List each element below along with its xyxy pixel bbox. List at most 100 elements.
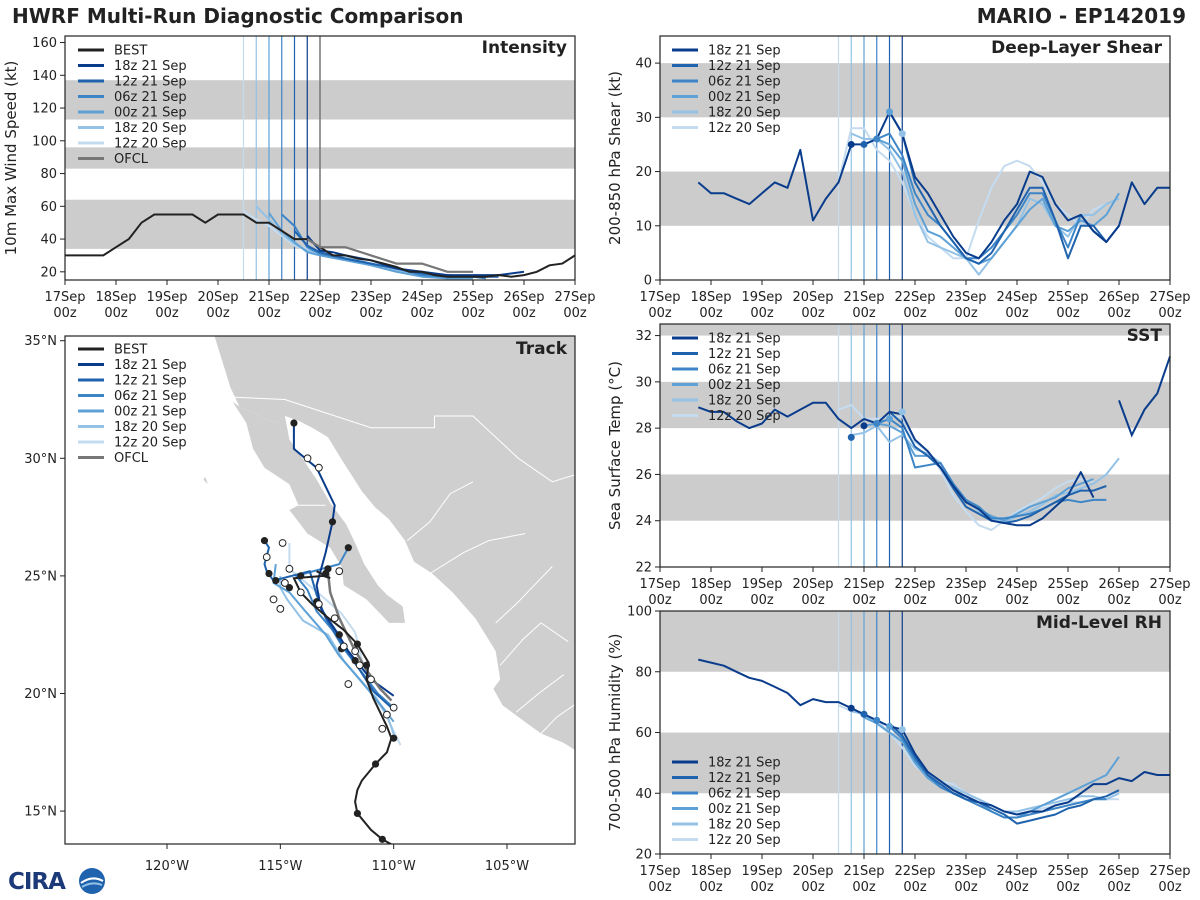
xtick-label2-shear-3: 00z xyxy=(801,306,825,321)
series-shear-0 xyxy=(697,110,1170,260)
ytick-label-rh-3: 80 xyxy=(635,665,652,680)
xtick-label2-sst-6: 00z xyxy=(954,593,978,608)
track-marker-open-18 xyxy=(344,680,353,688)
track-marker-open-2 xyxy=(378,724,387,733)
legend-label-rh-4: 18z 20 Sep xyxy=(708,818,781,833)
xtick-label-rh-9: 26Sep xyxy=(1098,864,1139,879)
xtick-label2-sst-2: 00z xyxy=(750,593,774,608)
legend-label-sst-0: 18z 21 Sep xyxy=(708,332,781,347)
ytick-label-shear-0: 0 xyxy=(644,274,652,289)
xtick-label-sst-3: 20Sep xyxy=(792,577,833,592)
marker-rh-1 xyxy=(860,710,868,718)
ylabel-shear: 200-850 hPa Shear (kt) xyxy=(606,71,624,245)
track-run-3 xyxy=(272,563,395,723)
xtick-label-intensity-3: 20Sep xyxy=(197,290,238,305)
border-5 xyxy=(499,622,569,666)
track-marker-open-7 xyxy=(314,600,323,609)
track-marker-open-12 xyxy=(285,564,294,573)
xtick-label-shear-5: 22Sep xyxy=(894,290,935,305)
xtick-label2-shear-8: 00z xyxy=(1056,306,1080,321)
xtick-label-shear-0: 17Sep xyxy=(639,290,680,305)
track-marker-closed-8 xyxy=(285,584,293,592)
series-intensity-ofcl xyxy=(306,238,473,273)
xtick-label2-sst-0: 00z xyxy=(648,593,672,608)
xtick-label2-rh-5: 00z xyxy=(903,880,927,895)
marker-rh-0 xyxy=(847,704,855,712)
xtick-label2-intensity-1: 00z xyxy=(104,306,128,321)
border-3 xyxy=(429,533,526,574)
xtick-label2-sst-10: 00z xyxy=(1158,593,1182,608)
xtick-label-shear-6: 23Sep xyxy=(945,290,986,305)
ytick-label-rh-0: 20 xyxy=(635,848,652,863)
title-sst: SST xyxy=(1127,326,1163,346)
figure-title: HWRF Multi-Run Diagnostic Comparison xyxy=(12,4,464,28)
marker-sst-3 xyxy=(886,415,893,423)
track-marker-closed-5 xyxy=(353,640,361,648)
land-mainland xyxy=(214,336,575,750)
track-marker-open-9 xyxy=(280,579,289,587)
legend-label-track-0: BEST xyxy=(114,343,147,358)
ytick-label-intensity-5: 120 xyxy=(32,102,57,117)
ytick-label-sst-4: 30 xyxy=(635,375,652,390)
track-marker-closed-6 xyxy=(335,631,343,639)
legend-label-intensity-7: OFCL xyxy=(114,152,149,167)
legend-label-rh-0: 18z 21 Sep xyxy=(708,756,781,771)
xtick-label2-intensity-6: 00z xyxy=(359,306,383,321)
track-marker-closed-3 xyxy=(390,734,398,742)
legend-label-intensity-1: 18z 21 Sep xyxy=(114,59,187,74)
title-rh: Mid-Level RH xyxy=(1036,613,1162,633)
track-xtick-label-2: 110°W xyxy=(372,859,416,874)
title-track: Track xyxy=(516,339,568,359)
xtick-label-sst-6: 23Sep xyxy=(945,577,986,592)
land-island xyxy=(203,477,208,485)
xtick-label2-sst-9: 00z xyxy=(1107,593,1131,608)
ytick-label-intensity-2: 60 xyxy=(40,200,57,215)
band-rh-1 xyxy=(660,611,1170,672)
track-xtick-label-0: 120°W xyxy=(145,859,189,874)
legend-label-intensity-3: 06z 21 Sep xyxy=(114,90,187,105)
marker-shear-0 xyxy=(847,140,855,148)
ytick-label-intensity-1: 40 xyxy=(40,233,57,248)
track-marker-open-8 xyxy=(296,588,305,597)
xtick-label-sst-4: 21Sep xyxy=(843,577,884,592)
marker-rh-4 xyxy=(898,725,906,733)
border-0 xyxy=(232,396,575,483)
xtick-label2-shear-1: 00z xyxy=(699,306,723,321)
band-sst-1 xyxy=(660,381,1170,429)
series-intensity-best xyxy=(65,213,576,278)
legend-label-track-6: 12z 20 Sep xyxy=(114,436,187,451)
panel-intensity: 2040608010012014016017Sep00z18Sep00z19Se… xyxy=(2,35,596,321)
track-marker-open-4 xyxy=(355,661,364,670)
marker-shear-1 xyxy=(860,140,868,148)
track-marker-open-13 xyxy=(262,553,271,561)
legend-label-rh-2: 06z 21 Sep xyxy=(708,787,781,802)
track-marker-open-11 xyxy=(276,604,285,613)
xtick-label2-sst-8: 00z xyxy=(1056,593,1080,608)
xtick-label2-shear-10: 00z xyxy=(1158,306,1182,321)
track-marker-closed-19 xyxy=(351,656,359,665)
ylabel-intensity: 10m Max Wind Speed (kt) xyxy=(2,61,20,256)
panel-sst: 22242628303217Sep00z18Sep00z19Sep00z20Se… xyxy=(606,323,1191,608)
legend-label-track-5: 18z 20 Sep xyxy=(114,420,187,435)
track-ytick-label-2: 25°N xyxy=(24,569,57,584)
track-marker-open-19 xyxy=(351,647,360,656)
frame-track xyxy=(64,335,576,845)
border-2 xyxy=(406,481,474,541)
track-ytick-label-1: 20°N xyxy=(24,687,57,702)
track-marker-open-16 xyxy=(303,454,312,463)
xtick-label-rh-8: 25Sep xyxy=(1047,864,1088,879)
legend-label-track-1: 18z 21 Sep xyxy=(114,358,187,373)
xtick-label2-rh-9: 00z xyxy=(1107,880,1131,895)
xtick-label-shear-2: 19Sep xyxy=(741,290,782,305)
track-marker-closed-12 xyxy=(344,544,352,552)
xtick-label2-rh-10: 00z xyxy=(1158,880,1182,895)
xtick-label2-shear-2: 00z xyxy=(750,306,774,321)
track-xtick-label-3: 105°W xyxy=(485,859,529,874)
track-marker-closed-1 xyxy=(353,809,361,818)
xtick-label-rh-1: 18Sep xyxy=(690,864,731,879)
xtick-label-intensity-6: 23Sep xyxy=(350,290,391,305)
xtick-label2-rh-4: 00z xyxy=(852,880,876,895)
track-ytick-label-3: 30°N xyxy=(24,452,57,467)
xtick-label2-rh-0: 00z xyxy=(648,880,672,895)
xtick-label2-intensity-7: 00z xyxy=(410,306,434,321)
